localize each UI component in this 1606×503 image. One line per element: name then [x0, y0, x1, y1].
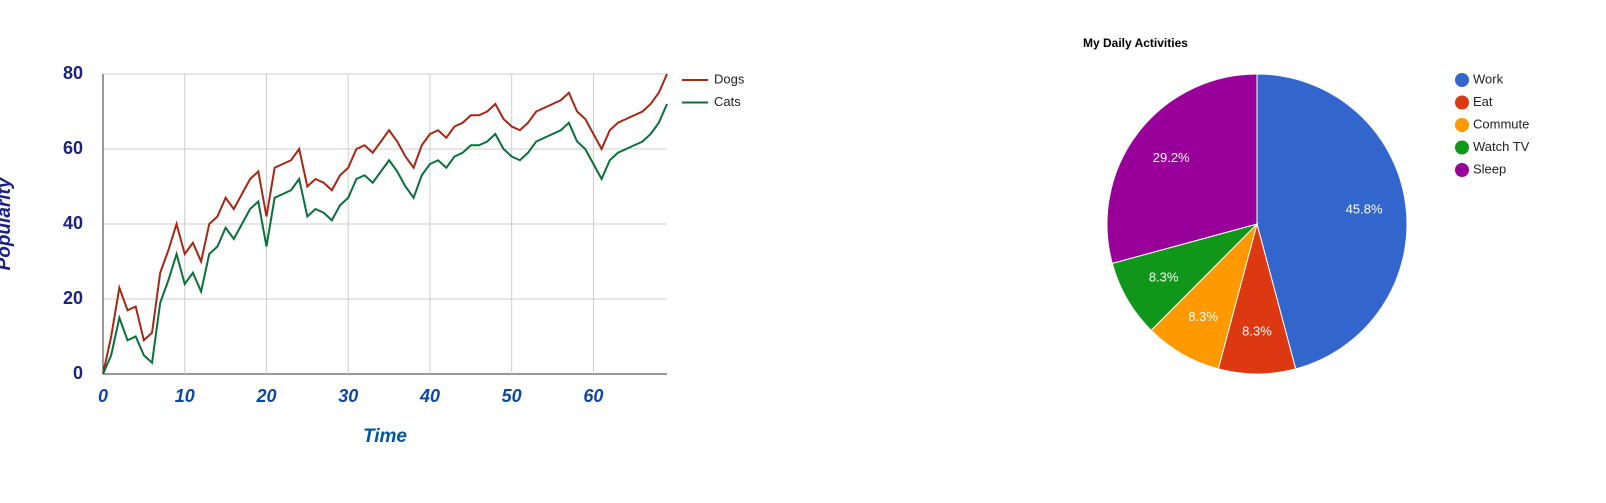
legend-label: Dogs — [714, 71, 745, 86]
legend-label: Watch TV — [1473, 139, 1530, 154]
y-tick-label: 0 — [73, 363, 83, 383]
x-tick-label: 60 — [583, 386, 603, 406]
legend-swatch — [1455, 140, 1469, 155]
x-tick-label: 20 — [255, 386, 276, 406]
legend-label: Commute — [1473, 116, 1529, 131]
legend-label: Eat — [1473, 94, 1493, 109]
x-tick-label: 30 — [338, 386, 358, 406]
x-tick-label: 10 — [175, 386, 195, 406]
legend-label: Sleep — [1473, 161, 1506, 176]
legend-swatch — [1455, 73, 1469, 87]
x-tick-label: 40 — [419, 386, 440, 406]
pie-slice — [1106, 73, 1258, 265]
y-tick-label: 60 — [63, 138, 83, 158]
slice-label: 45.8% — [1346, 201, 1383, 216]
pie-title: My Daily Activities — [1083, 36, 1188, 50]
y-tick-label: 80 — [63, 63, 83, 83]
y-tick-label: 20 — [63, 288, 83, 308]
slice-label: 8.3% — [1149, 270, 1179, 285]
slice-label: 8.3% — [1242, 323, 1272, 338]
x-tick-label: 0 — [98, 386, 108, 406]
slice-label: 8.3% — [1188, 309, 1218, 324]
series-line — [102, 103, 668, 375]
legend-label: Cats — [714, 94, 741, 109]
legend-swatch — [1455, 118, 1469, 132]
legend-swatch — [1455, 95, 1469, 110]
slice-label: 29.2% — [1153, 150, 1190, 165]
legend-swatch — [1455, 163, 1469, 177]
x-tick-label: 50 — [502, 386, 522, 406]
pie-slice — [1256, 73, 1408, 370]
x-axis-title: Time — [363, 426, 407, 447]
series-line — [102, 73, 668, 375]
legend-label: Work — [1473, 71, 1504, 86]
y-tick-label: 40 — [63, 213, 83, 233]
y-axis-title: Popularity — [0, 176, 15, 270]
